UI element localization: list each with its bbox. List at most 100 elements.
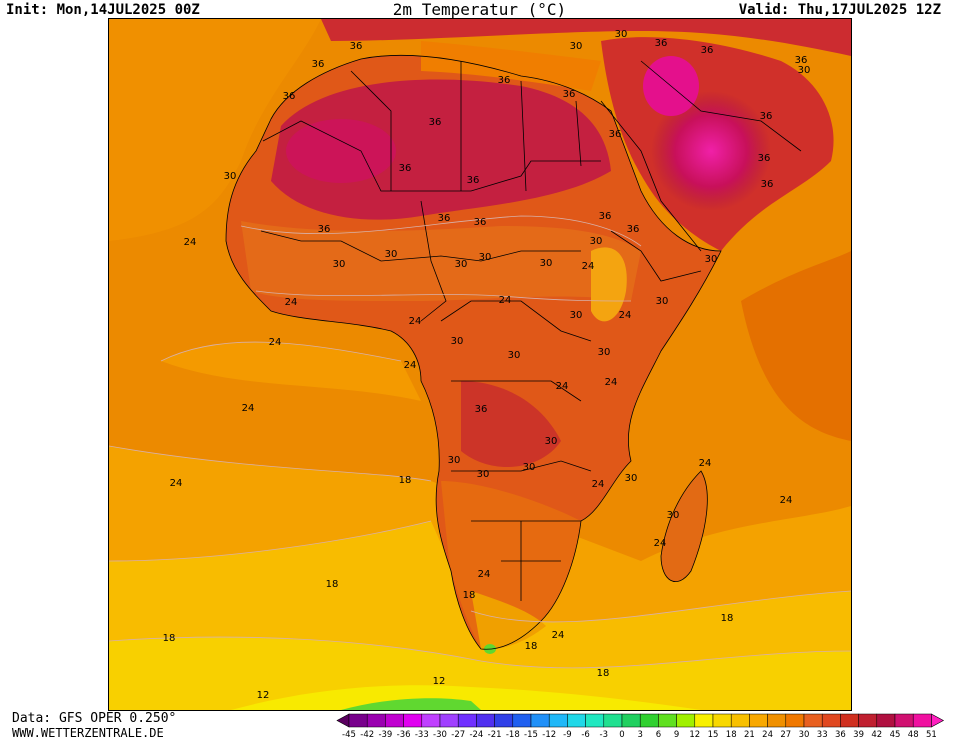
colorbar-swatch (530, 713, 550, 728)
contour-label: 24 (605, 377, 618, 388)
colorbar-swatch (749, 713, 768, 728)
colorbar-tick-label: -36 (397, 730, 411, 740)
contour-label: 36 (438, 213, 451, 224)
contour-label: 30 (523, 462, 536, 473)
contour-label: 36 (795, 55, 808, 66)
contour-label: 36 (350, 41, 363, 52)
colorbar-swatch (785, 713, 805, 728)
contour-label: 36 (627, 224, 640, 235)
colorbar-tick-label: 18 (726, 730, 737, 740)
colorbar-tick-label: -12 (542, 730, 556, 740)
contour-label: 30 (451, 336, 464, 347)
contour-label: 18 (463, 590, 476, 601)
contour-label: 24 (556, 381, 569, 392)
contour-label: 24 (184, 237, 197, 248)
ocean-band-12 (231, 685, 701, 710)
colorbar-tick-label: 3 (637, 730, 642, 740)
contour-label: 24 (552, 630, 565, 641)
contour-label: 30 (479, 252, 492, 263)
ocean-band-9 (341, 698, 481, 710)
temperature-map: 36 30 30 36 36 30 36 36 36 36 36 36 36 36 36 36 30 36 36 36… (108, 18, 852, 711)
contour-label: 30 (570, 41, 583, 52)
colorbar-tick-label: 51 (926, 730, 937, 740)
contour-label: 24 (242, 403, 255, 414)
contour-label: 24 (499, 295, 512, 306)
colorbar-swatch (840, 713, 859, 728)
contour-label: 36 (758, 153, 771, 164)
colorbar-swatch (803, 713, 823, 728)
colorbar-swatch (767, 713, 787, 728)
colorbar-tick-label: -6 (581, 730, 589, 740)
colorbar-tick-label: -39 (378, 730, 392, 740)
contour-label: 30 (477, 469, 490, 480)
contour-label: 30 (540, 258, 553, 269)
ethiopia-highland (591, 247, 627, 322)
contour-label: 24 (699, 458, 712, 469)
colorbar-tick-label: 33 (817, 730, 828, 740)
colorbar-swatch (676, 713, 696, 728)
ocean-gulf-24 (161, 342, 421, 401)
colorbar-swatch (385, 713, 404, 728)
contour-label: 36 (318, 224, 331, 235)
contour-label: 30 (656, 296, 669, 307)
colorbar-swatch (694, 713, 714, 728)
contour-label: 24 (170, 478, 183, 489)
colorbar-tick-label: -33 (415, 730, 429, 740)
website-credit: WWW.WETTERZENTRALE.DE (12, 726, 164, 740)
colorbar-swatch (457, 713, 477, 728)
contour-label: 36 (761, 179, 774, 190)
color-scale-legend: -45 -42 -39 -36 -33 -30 -27 -24 -21 -18 -15 -12 -9 -6… (335, 712, 957, 741)
colorbar-tick-label: -45 (342, 730, 356, 740)
colorbar-swatch (730, 713, 750, 728)
contour-label: 24 (285, 297, 298, 308)
colorbar-tick-label: -9 (563, 730, 571, 740)
colorbar-high-arrow (931, 713, 945, 728)
contour-label: 24 (654, 538, 667, 549)
contour-label: 36 (467, 175, 480, 186)
contour-label: 30 (598, 347, 611, 358)
colorbar-tick-label: 45 (890, 730, 901, 740)
contour-label: 30 (570, 310, 583, 321)
colorbar-swatch (512, 713, 532, 728)
colorbar-swatch (494, 713, 514, 728)
contour-label: 24 (269, 337, 282, 348)
colorbar-tick-label: 0 (619, 730, 624, 740)
colorbar-tick-label: -15 (524, 730, 538, 740)
colorbar-tick-label: -3 (600, 730, 608, 740)
contour-label: 36 (312, 59, 325, 70)
contour-label: 30 (455, 259, 468, 270)
colorbar-swatch (567, 713, 586, 728)
turkey-mediterranean (421, 41, 601, 91)
europe-strip (321, 19, 851, 56)
map-title: 2m Temperatur (°C) (392, 0, 567, 19)
colorbar-tick-label: -27 (451, 730, 465, 740)
colorbar-swatch (912, 713, 932, 728)
colorbar-swatch (403, 713, 423, 728)
contour-label: 24 (409, 316, 422, 327)
contour-label: 30 (224, 171, 237, 182)
contour-label: 24 (619, 310, 632, 321)
contour-label: 30 (385, 249, 398, 260)
colorbar-low-arrow (336, 713, 350, 728)
contour-label: 12 (257, 690, 270, 701)
colorbar-swatch (894, 713, 914, 728)
contour-label: 36 (475, 404, 488, 415)
valid-time: Valid: Thu,17JUL2025 12Z (738, 2, 941, 18)
arabia-core (651, 91, 771, 211)
colorbar-swatch (366, 713, 386, 728)
isotherm-lines (109, 215, 851, 669)
contour-label: 30 (333, 259, 346, 270)
colorbar-swatch (421, 713, 441, 728)
colorbar-swatch (603, 713, 623, 728)
colorbar-tick-label: -42 (360, 730, 374, 740)
colorbar-tick-label: 30 (799, 730, 810, 740)
contour-label: 24 (478, 569, 491, 580)
colorbar-tick-label: -24 (469, 730, 483, 740)
madagascar (661, 471, 708, 582)
contour-label: 30 (545, 436, 558, 447)
contour-label: 36 (655, 38, 668, 49)
contour-label: 36 (599, 211, 612, 222)
contour-label: 24 (404, 360, 417, 371)
colorbar-tick-label: 12 (689, 730, 700, 740)
